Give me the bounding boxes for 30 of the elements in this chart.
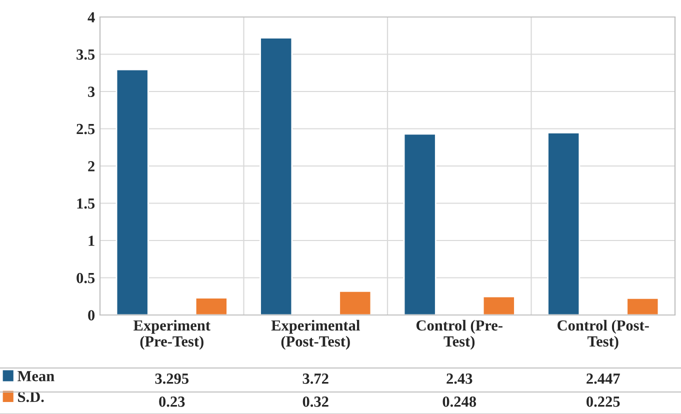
y-tick-label: 1.5 xyxy=(77,198,95,209)
data-label: 2.447 xyxy=(586,374,620,384)
data-label: 3.72 xyxy=(302,374,328,384)
bar xyxy=(403,133,436,315)
data-label: 0.32 xyxy=(302,396,328,407)
data-label: 0.225 xyxy=(586,396,620,407)
bar xyxy=(626,298,660,315)
bar xyxy=(116,68,149,315)
x-tick-label: Experiment (Pre-Test) xyxy=(134,320,210,350)
data-label: 2.43 xyxy=(446,374,472,384)
x-tick-label: Control (Pre- Test) xyxy=(416,320,502,350)
y-tick-label: 1 xyxy=(88,236,94,246)
y-tick-label: 2 xyxy=(88,161,94,172)
y-tick-label: 3.5 xyxy=(76,49,95,60)
bar xyxy=(547,132,580,315)
y-tick-label: 4 xyxy=(88,12,95,22)
bar xyxy=(260,37,293,315)
legend-label: Mean xyxy=(18,371,54,382)
y-tick-label: 0 xyxy=(88,310,95,320)
x-tick-label: Control (Post- Test) xyxy=(558,320,649,350)
bar xyxy=(482,296,516,315)
data-label: 0.23 xyxy=(159,396,185,407)
y-tick-label: 0.5 xyxy=(76,272,95,284)
data-label: 3.295 xyxy=(155,374,189,384)
bar xyxy=(194,297,228,315)
x-tick-label: Experimental (Post-Test) xyxy=(271,320,360,350)
y-tick-label: 3 xyxy=(88,86,95,97)
data-label: 0.248 xyxy=(442,396,476,407)
bar xyxy=(338,290,372,315)
y-tick-label: 2.5 xyxy=(76,124,95,134)
